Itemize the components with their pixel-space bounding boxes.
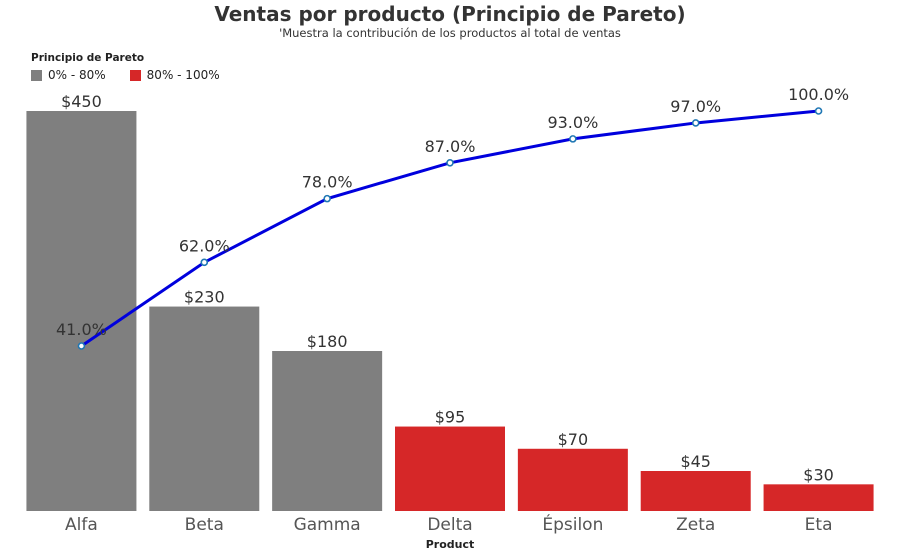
bar-6[interactable] [763, 484, 874, 511]
chart-subtitle: 'Muestra la contribución de los producto… [279, 26, 621, 40]
line-value-label-4: 93.0% [547, 113, 598, 132]
labels-layer: $450 Alfa $230 Beta $180 Gamma $95 Delta $70 Épsi… [56, 85, 849, 535]
line-point-4[interactable] [569, 135, 577, 143]
line-point-0[interactable] [77, 342, 86, 350]
line-point-1[interactable] [200, 258, 209, 267]
category-label-1: Beta [185, 515, 224, 535]
bar-5[interactable] [640, 471, 751, 511]
bar-2[interactable] [272, 351, 383, 511]
bar-value-label-0: $450 [61, 92, 102, 111]
chart-title: Ventas por producto (Principio de Pareto… [214, 2, 686, 26]
legend-swatch-low [31, 69, 42, 81]
bar-value-label-5: $45 [680, 452, 711, 471]
line-point-2[interactable] [323, 194, 331, 203]
line-point-3[interactable] [446, 158, 454, 167]
line-value-label-1: 62.0% [179, 236, 230, 255]
bar-value-label-6: $30 [803, 465, 834, 484]
bar-1[interactable] [149, 306, 260, 511]
legend: Principio de Pareto 0% - 80% 80% - 100% [31, 52, 220, 82]
legend-title: Principio de Pareto [31, 52, 145, 64]
bar-value-label-4: $70 [558, 430, 589, 449]
legend-item-high[interactable]: 80% - 100% [129, 68, 220, 82]
legend-item-low[interactable]: 0% - 80% [31, 68, 106, 82]
line-value-label-2: 78.0% [302, 173, 353, 192]
bar-value-label-1: $230 [184, 288, 225, 307]
line-value-label-0: 41.0% [56, 320, 107, 339]
x-axis-title: Product [426, 538, 475, 551]
category-label-0: Alfa [65, 515, 98, 535]
bars-layer [26, 111, 874, 511]
legend-label-high: 80% - 100% [146, 68, 220, 82]
legend-label-low: 0% - 80% [48, 68, 106, 82]
bar-value-label-3: $95 [435, 408, 466, 427]
line-layer [77, 107, 823, 350]
legend-swatch-high [129, 69, 141, 81]
line-point-5[interactable] [691, 119, 700, 127]
bar-3[interactable] [395, 426, 505, 511]
category-label-4: Épsilon [542, 513, 603, 535]
bar-value-label-2: $180 [307, 332, 348, 351]
category-label-2: Gamma [294, 515, 361, 535]
category-label-5: Zeta [676, 515, 715, 535]
bar-4[interactable] [517, 448, 628, 511]
line-point-6[interactable] [814, 107, 823, 115]
bar-0[interactable] [26, 111, 137, 511]
line-value-label-6: 100.0% [788, 85, 849, 104]
line-value-label-5: 97.0% [670, 97, 721, 116]
category-label-6: Eta [805, 515, 833, 535]
category-label-3: Delta [427, 515, 472, 535]
line-value-label-3: 87.0% [425, 137, 476, 156]
